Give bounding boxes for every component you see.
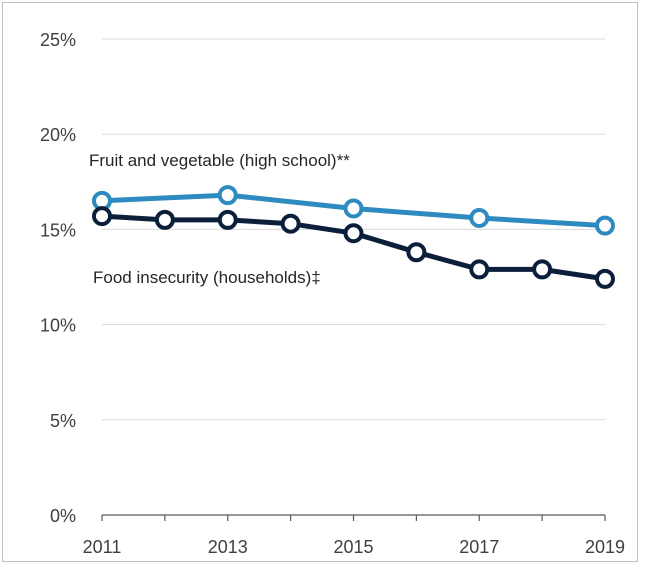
series-1 (92, 206, 615, 289)
data-point (92, 206, 112, 227)
data-point (343, 198, 364, 219)
data-point (469, 207, 490, 228)
series-label: Food insecurity (households)‡ (93, 268, 321, 287)
y-tick-label: 15% (40, 220, 76, 240)
x-tick-label: 2011 (83, 537, 122, 557)
x-tick-label: 2015 (333, 537, 373, 557)
data-point (343, 223, 364, 244)
y-tick-label: 0% (50, 506, 76, 526)
y-tick-label: 10% (40, 316, 76, 336)
series-labels: Fruit and vegetable (high school)** Food … (89, 151, 350, 287)
data-point (532, 259, 553, 280)
x-tick-label: 2019 (585, 537, 625, 557)
series-label: Fruit and vegetable (high school)** (89, 151, 350, 170)
data-point (469, 259, 490, 280)
y-tick-labels: 0% 5% 10% 15% 20% 25% (40, 30, 76, 526)
data-point (595, 215, 615, 236)
x-tick-label: 2017 (459, 537, 499, 557)
y-tick-label: 20% (40, 125, 76, 145)
data-point (217, 185, 238, 206)
series-layer (92, 185, 615, 289)
y-tick-label: 25% (40, 30, 76, 50)
gridlines (102, 38, 605, 421)
series-0 (92, 185, 615, 236)
data-point (217, 209, 238, 230)
chart-frame (2, 2, 638, 562)
data-point (280, 213, 301, 234)
y-tick-label: 5% (50, 411, 76, 431)
data-point (154, 209, 175, 230)
data-point (406, 242, 427, 263)
x-tick-labels: 2011 2013 2015 2017 2019 (83, 537, 625, 557)
x-axis (101, 514, 606, 521)
x-tick-label: 2013 (208, 537, 248, 557)
data-point (595, 268, 615, 289)
